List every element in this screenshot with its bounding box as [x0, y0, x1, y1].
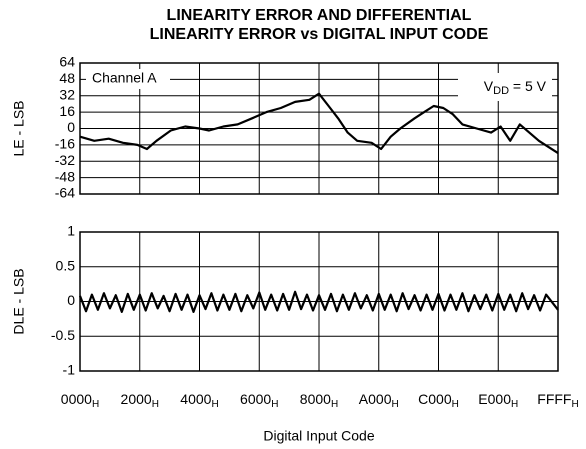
data-line [78, 290, 559, 313]
y-tick-label: 48 [59, 70, 75, 86]
annotation-box [458, 73, 552, 101]
y-axis-label: DLE - LSB [11, 268, 27, 334]
annotation: VDD = 5 V [484, 78, 547, 97]
chart-title: LINEARITY ERROR vs DIGITAL INPUT CODE [150, 26, 489, 43]
y-tick-label: -1 [63, 362, 76, 378]
chart-title: LINEARITY ERROR AND DIFFERENTIAL [167, 7, 472, 24]
x-tick-label: E000H [478, 391, 518, 410]
x-tick-label: FFFFH [537, 391, 578, 410]
x-tick-label: 8000H [300, 391, 338, 410]
x-tick-label: 2000H [121, 391, 159, 410]
y-tick-label: 0 [67, 119, 75, 135]
annotation-box [86, 69, 170, 89]
y-tick-label: 0.5 [56, 257, 76, 273]
x-tick-label: 6000H [240, 391, 278, 410]
x-tick-label: 0000H [61, 391, 99, 410]
y-tick-label: -0.5 [51, 327, 75, 343]
data-line [79, 92, 559, 155]
y-tick-label: -16 [55, 136, 75, 152]
y-tick-label: 16 [59, 103, 75, 119]
annotation: Channel A [92, 70, 157, 86]
x-tick-label: C000H [418, 391, 459, 410]
y-tick-label: 64 [59, 54, 75, 70]
y-tick-label: 1 [67, 223, 75, 239]
y-tick-label: 0 [67, 292, 75, 308]
x-axis-label: Digital Input Code [263, 428, 375, 444]
x-tick-label: 4000H [180, 391, 218, 410]
y-tick-label: 32 [59, 86, 75, 102]
y-tick-label: -64 [55, 185, 75, 201]
x-tick-label: A000H [359, 391, 399, 410]
y-tick-label: -48 [55, 168, 75, 184]
y-axis-label: LE - LSB [11, 100, 27, 156]
y-tick-label: -32 [55, 152, 75, 168]
